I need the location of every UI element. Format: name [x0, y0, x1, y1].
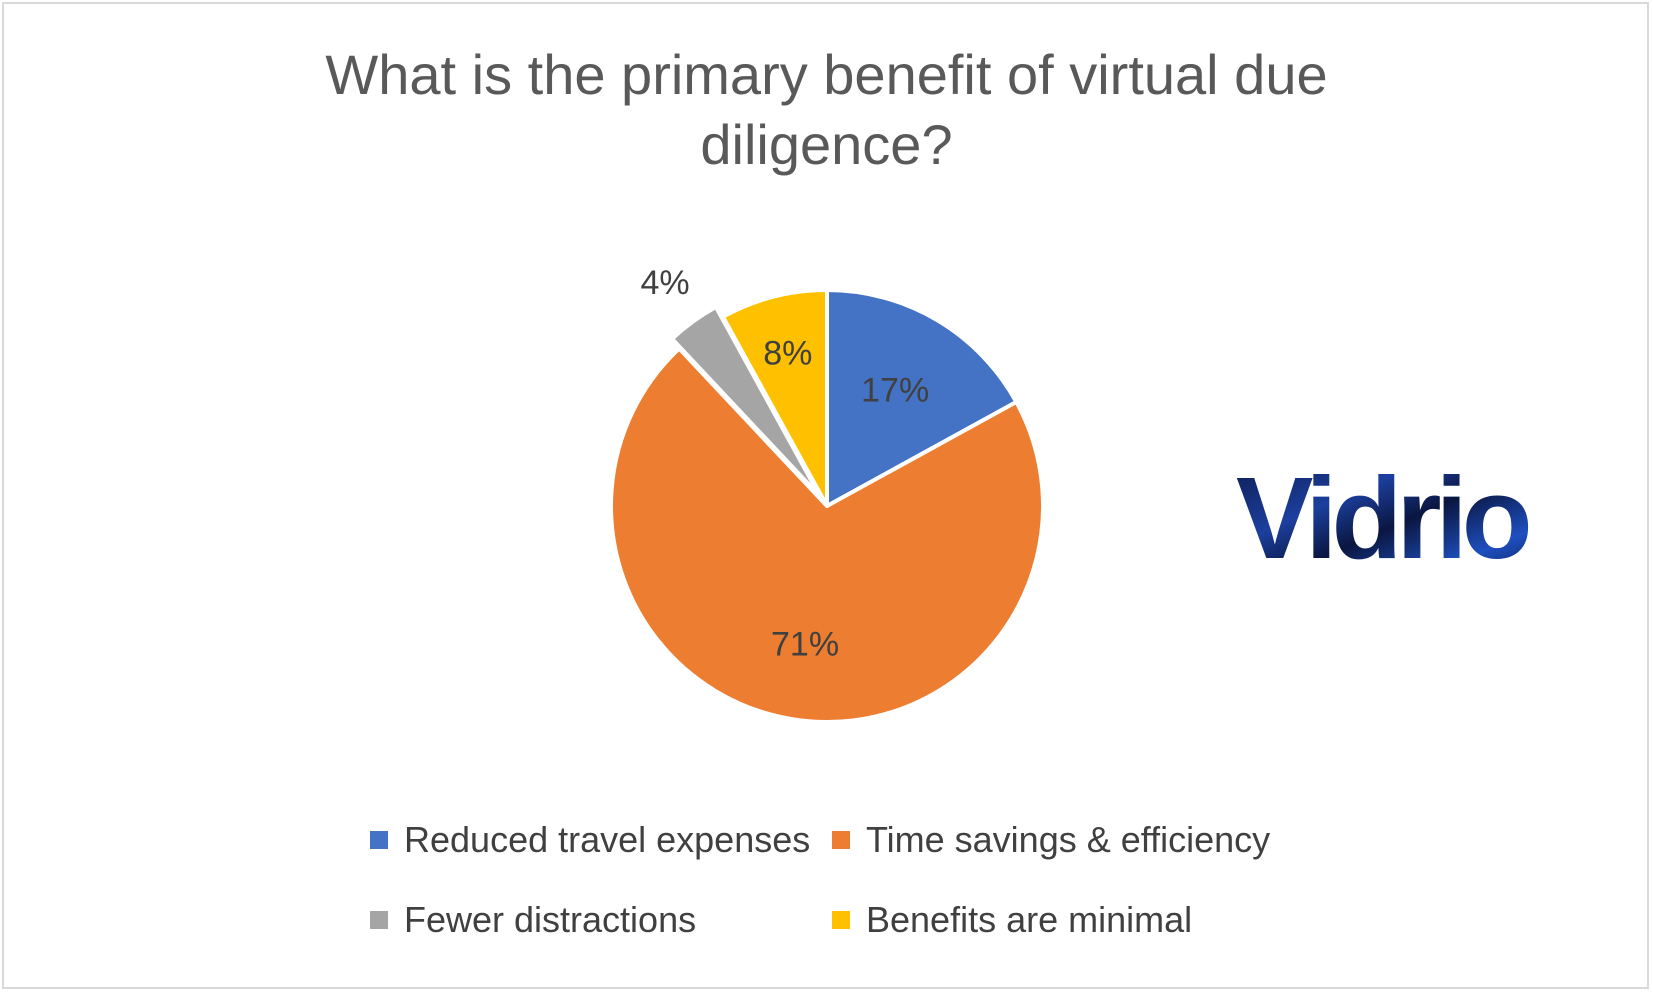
legend-item-benefits-minimal: Benefits are minimal	[832, 899, 1332, 940]
chart-legend: Reduced travel expenses Time savings & e…	[370, 819, 1332, 940]
legend-swatch	[370, 831, 388, 849]
chart-title-line-1: What is the primary benefit of virtual d…	[325, 43, 1328, 106]
chart-title-line-2: diligence?	[700, 113, 953, 176]
data-label-reduced-travel: 17%	[861, 372, 929, 410]
legend-swatch	[832, 831, 850, 849]
chart-title: What is the primary benefit of virtual d…	[0, 40, 1653, 180]
pie-slice-time-savings	[609, 346, 1045, 724]
legend-item-time-savings: Time savings & efficiency	[832, 819, 1332, 860]
legend-swatch	[370, 911, 388, 929]
data-label-benefits-minimal: 8%	[763, 334, 812, 372]
legend-item-reduced-travel: Reduced travel expenses	[370, 819, 832, 860]
pie-slice-reduced-travel	[825, 288, 1019, 508]
vidrio-logo: Vidrio	[1236, 455, 1535, 575]
legend-label: Reduced travel expenses	[404, 819, 811, 860]
pie-slice-fewer-distractions	[670, 305, 822, 499]
legend-label: Benefits are minimal	[866, 899, 1193, 940]
legend-label: Fewer distractions	[404, 899, 697, 940]
data-label-time-savings: 71%	[771, 626, 839, 664]
legend-label: Time savings & efficiency	[866, 819, 1271, 860]
legend-swatch	[832, 911, 850, 929]
data-label-fewer-distractions: 4%	[640, 264, 689, 302]
logo-text: Vidrio	[1236, 455, 1529, 575]
legend-item-fewer-distractions: Fewer distractions	[370, 899, 832, 940]
pie-slice-benefits-minimal	[720, 288, 829, 508]
